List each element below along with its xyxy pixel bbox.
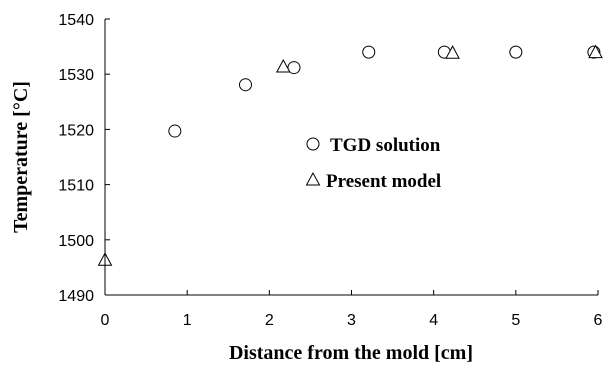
y-tick-labels: 1490 1500 1510 1520 1530 1540 xyxy=(58,12,94,305)
x-axis-title: Distance from the mold [cm] xyxy=(229,342,473,364)
legend-circle-marker xyxy=(306,137,320,151)
y-tick-label: 1520 xyxy=(58,122,94,139)
axis-ticks xyxy=(104,18,599,296)
x-tick-label: 3 xyxy=(347,312,356,329)
tgd-point xyxy=(509,45,523,59)
legend-label-model: Present model xyxy=(326,171,441,192)
model-point xyxy=(275,58,291,73)
y-tick-label: 1510 xyxy=(58,178,94,195)
plot-marks xyxy=(97,44,603,266)
model-point xyxy=(588,44,603,59)
x-tick-label: 2 xyxy=(265,312,274,329)
axes xyxy=(104,18,599,296)
tgd-point xyxy=(362,45,376,59)
x-tick-label: 4 xyxy=(429,312,438,329)
x-tick-label: 1 xyxy=(183,312,192,329)
y-tick-label: 1540 xyxy=(58,12,94,29)
x-tick-label: 6 xyxy=(594,312,603,329)
tgd-point xyxy=(239,78,253,92)
y-tick-label: 1530 xyxy=(58,67,94,84)
model-point xyxy=(445,45,460,59)
tgd-point xyxy=(287,61,301,75)
x-tick-labels: 0 1 2 3 4 5 6 xyxy=(101,312,603,329)
x-tick-label: 0 xyxy=(101,312,110,329)
y-tick-label: 1500 xyxy=(58,233,94,250)
y-axis-title: Temperature [°C] xyxy=(10,81,32,233)
x-tick-label: 5 xyxy=(511,312,520,329)
tgd-point xyxy=(168,124,182,138)
legend-label-tgd: TGD solution xyxy=(330,135,441,156)
legend: TGD solution Present model xyxy=(305,135,441,192)
y-tick-label: 1490 xyxy=(58,288,94,305)
legend-triangle-marker xyxy=(305,171,321,186)
